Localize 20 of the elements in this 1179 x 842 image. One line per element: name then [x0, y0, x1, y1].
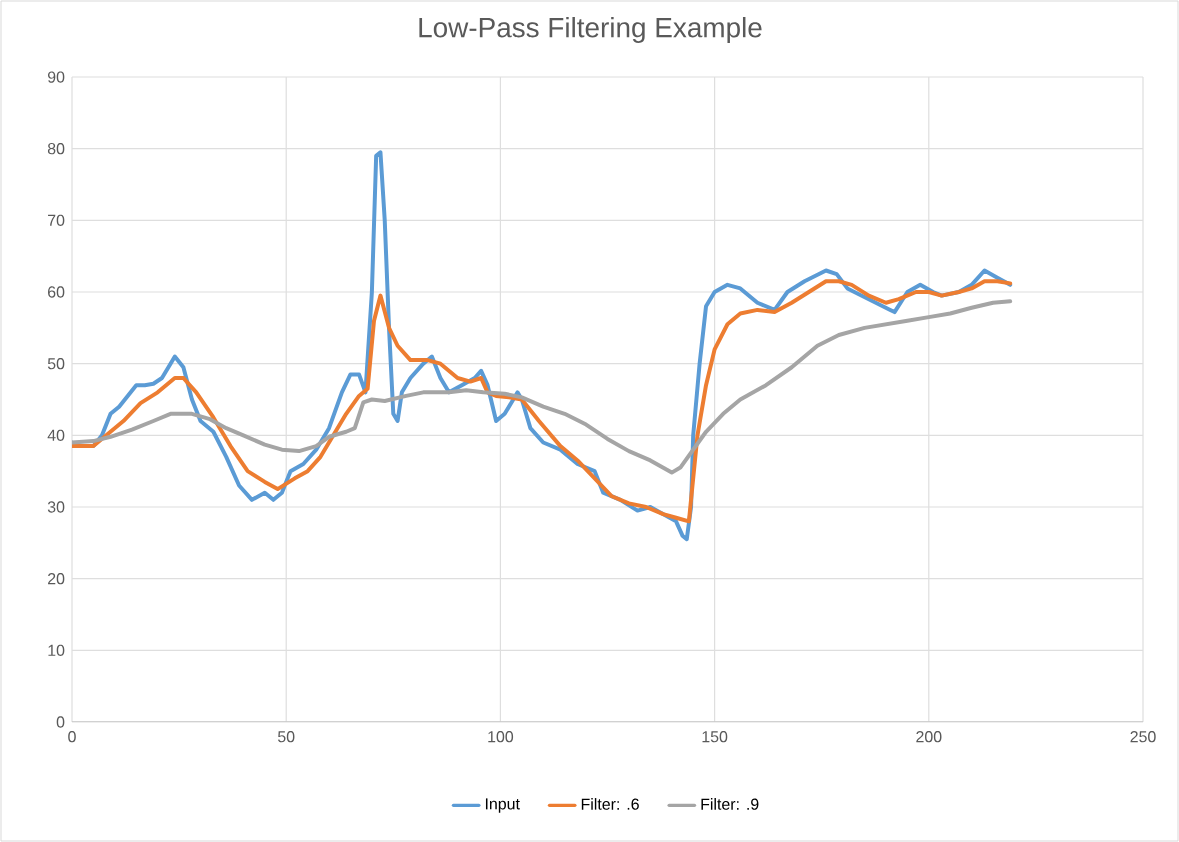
legend-label: Filter: .6	[581, 798, 639, 810]
y-tick-label: 50	[47, 358, 65, 370]
y-tick-label: 40	[47, 429, 65, 441]
y-tick-label: 0	[56, 716, 65, 728]
y-tick-label: 30	[47, 501, 65, 513]
x-tick-label: 50	[277, 731, 295, 743]
x-tick-label: 250	[1130, 731, 1156, 743]
chart-title: Low-Pass Filtering Example	[419, 16, 762, 43]
x-tick-label: 150	[702, 731, 728, 743]
y-tick-label: 90	[47, 71, 65, 83]
y-tick-label: 20	[48, 573, 65, 585]
y-tick-label: 80	[47, 143, 65, 155]
x-tick-label: 200	[916, 731, 942, 743]
legend-label: Input	[485, 798, 520, 813]
x-tick-label: 100	[488, 731, 514, 743]
y-tick-label: 60	[48, 286, 65, 298]
legend-label: Filter: .9	[701, 798, 759, 810]
y-tick-label: 70	[48, 214, 65, 226]
y-tick-label: 10	[48, 644, 65, 656]
x-tick-label: 0	[68, 731, 76, 743]
